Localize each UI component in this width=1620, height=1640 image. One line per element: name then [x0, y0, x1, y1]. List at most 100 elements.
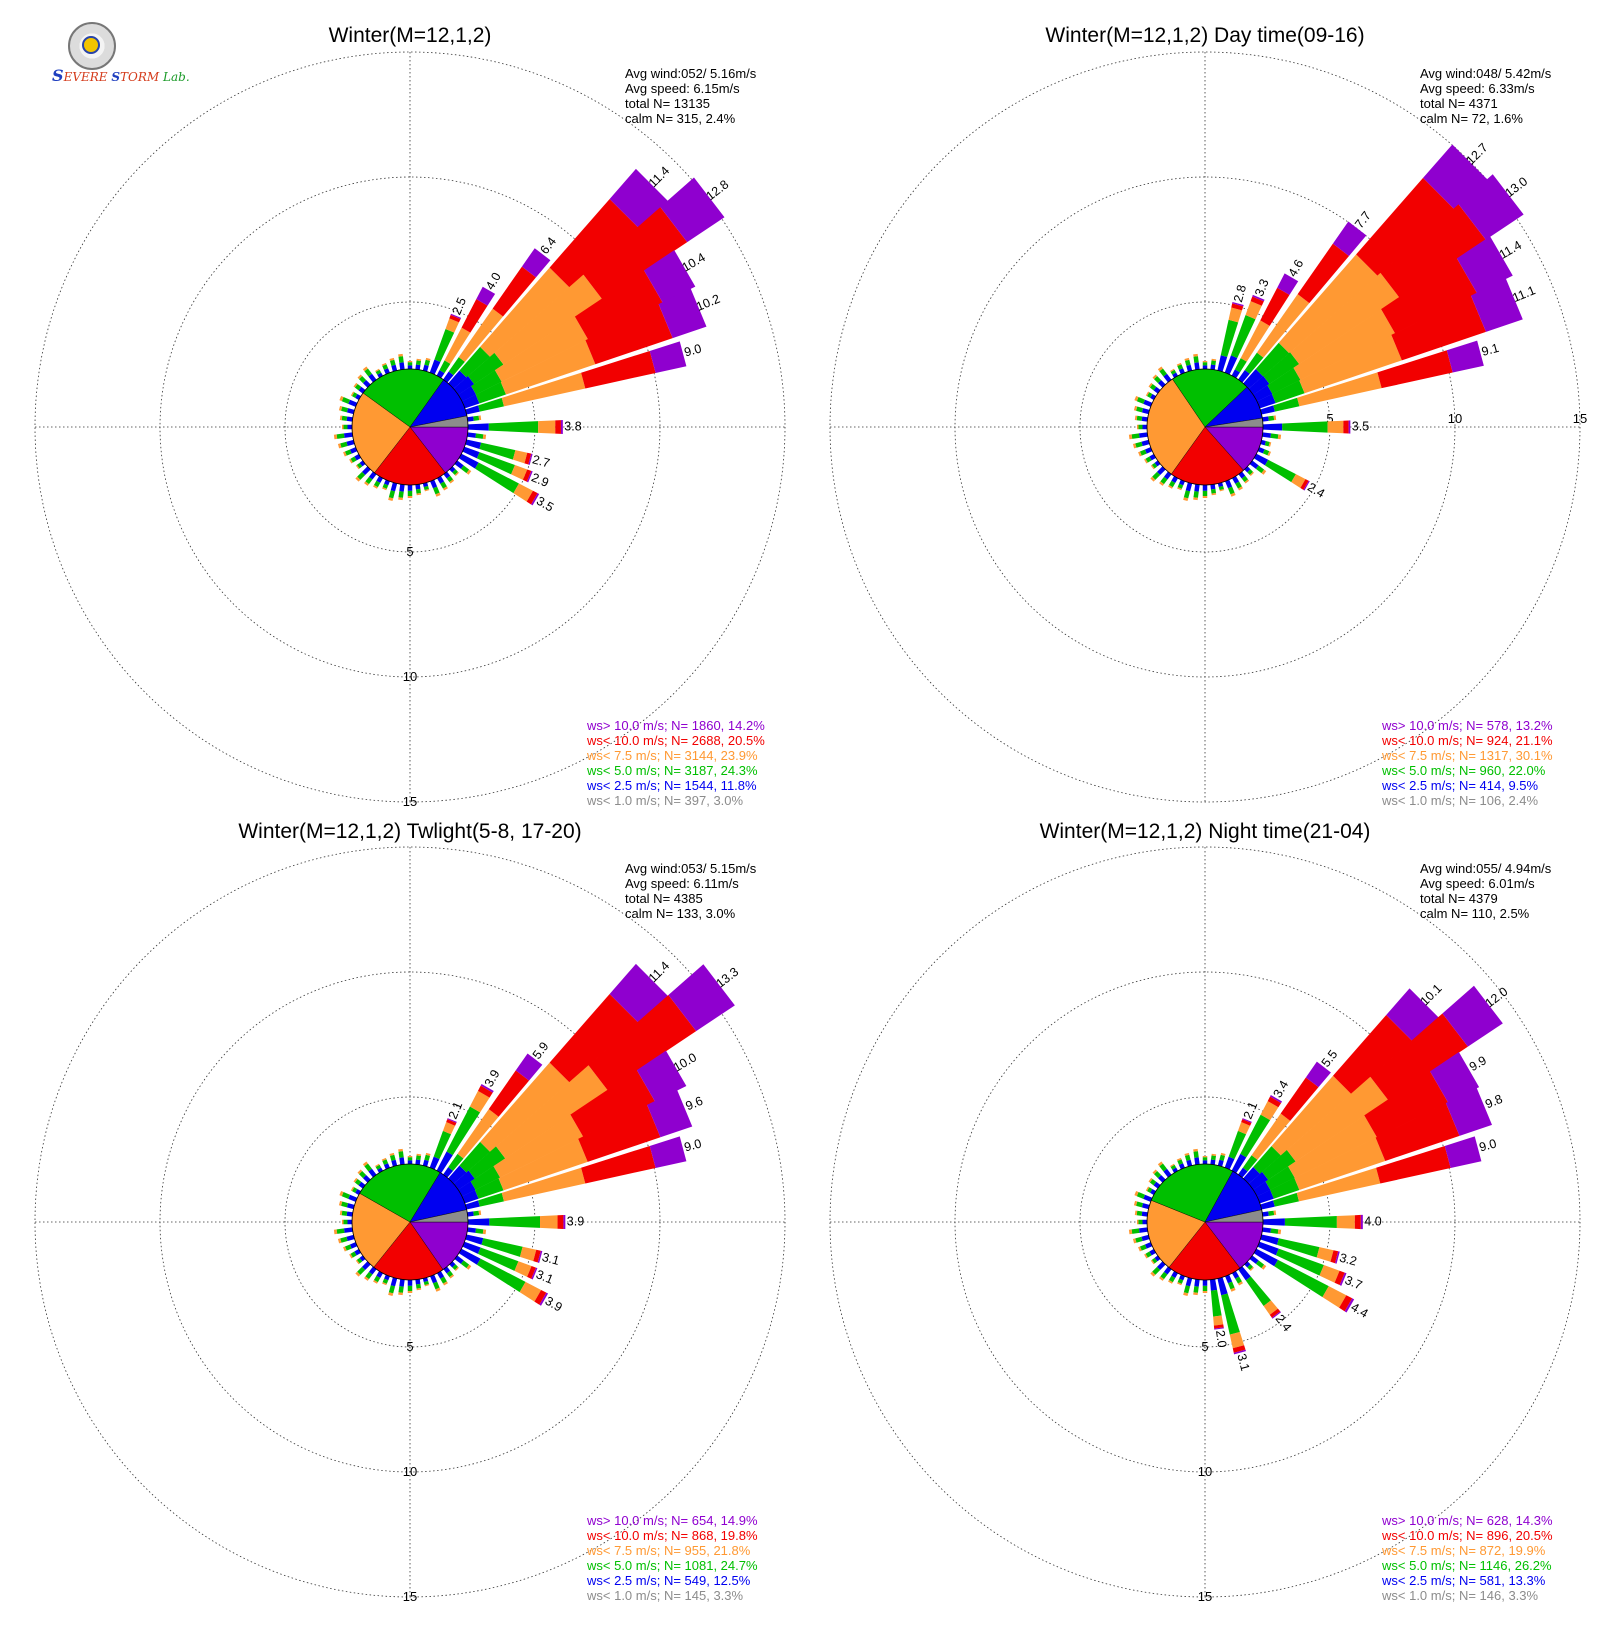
- minor-petal-segment: [1147, 392, 1153, 398]
- minor-petal-segment: [1136, 1210, 1143, 1216]
- minor-petal-segment: [1145, 456, 1152, 463]
- petal-165-segment: [1233, 1349, 1246, 1355]
- minor-petal-segment: [422, 482, 429, 488]
- minor-petal-segment: [354, 383, 362, 391]
- petal-60-segment: [471, 370, 502, 395]
- petal-112.5-segment: [511, 465, 528, 480]
- ring-label-10: 10: [403, 669, 417, 684]
- minor-petal-segment: [399, 1279, 405, 1287]
- minor-petal-segment: [1176, 1157, 1182, 1162]
- minor-petal-segment: [1132, 443, 1137, 449]
- minor-petal-segment: [437, 1271, 445, 1279]
- minor-petal-segment: [1148, 382, 1153, 388]
- petal-15-segment: [1232, 301, 1244, 307]
- petal-30-segment: [480, 1083, 494, 1093]
- petal-105-segment: [512, 450, 528, 464]
- minor-petal-segment: [1141, 1234, 1150, 1242]
- petal-37.5-segment: [1256, 294, 1310, 358]
- petal-67.5-segment: [1256, 393, 1276, 409]
- minor-petal-segment: [354, 1249, 361, 1256]
- petal-45-segment: [549, 198, 639, 288]
- petal-52.5-segment: [1380, 204, 1486, 298]
- minor-petal-segment: [382, 1278, 389, 1284]
- minor-petal-segment: [446, 1270, 454, 1278]
- minor-petal-segment: [1267, 451, 1271, 457]
- petal-75-segment: [501, 1167, 586, 1202]
- ring-15: [829, 51, 1581, 803]
- minor-petal-segment: [376, 1271, 383, 1279]
- minor-petal-segment: [341, 415, 348, 421]
- petal-120-segment: [526, 490, 538, 505]
- minor-petal-segment: [1238, 486, 1243, 491]
- minor-petal-segment: [1172, 372, 1178, 378]
- minor-petal-segment: [341, 1192, 351, 1199]
- minor-petal-segment: [1160, 476, 1168, 485]
- minor-petal-segment: [352, 1187, 358, 1193]
- petal-172.5-segment: [1213, 1315, 1224, 1326]
- minor-petal-segment: [415, 360, 421, 366]
- petal-45-segment: [1333, 1014, 1413, 1094]
- stats-line-2: total N= 4385: [625, 891, 703, 906]
- petal-45-segment: [1278, 254, 1378, 354]
- minor-petal-segment: [1217, 482, 1224, 488]
- petal-45-segment: [1271, 1075, 1352, 1156]
- minor-petal-segment: [356, 462, 363, 469]
- petal-label-15: 2.8: [1231, 283, 1249, 303]
- minor-petal-segment: [1244, 479, 1250, 484]
- petal-45-segment: [480, 1062, 570, 1152]
- minor-petal-segment: [1152, 1266, 1161, 1275]
- minor-petal-segment: [336, 433, 345, 439]
- petal-90-segment: [563, 1214, 566, 1230]
- petal-105-segment: [519, 1246, 537, 1262]
- minor-petal-segment: [1194, 1157, 1200, 1165]
- petal-60-segment: [1381, 258, 1477, 334]
- petal-label-60: 10.0: [671, 1050, 699, 1074]
- minor-petal-segment: [1151, 462, 1158, 469]
- petal-60-segment: [1430, 1052, 1480, 1103]
- minor-petal-segment: [460, 1260, 470, 1269]
- legend-entry-3: ws< 5.0 m/s; N= 1146, 26.2%: [1381, 1558, 1552, 1573]
- petal-52.5-segment: [494, 274, 603, 365]
- petal-112.5-segment: [522, 469, 532, 482]
- petal-label-90: 3.9: [567, 1214, 584, 1228]
- petal-37.5-segment: [1251, 1113, 1291, 1160]
- minor-petal-segment: [1153, 1170, 1162, 1179]
- minor-petal-segment: [388, 497, 394, 501]
- minor-petal-segment: [1135, 441, 1143, 448]
- minor-petal-segment: [1159, 1276, 1164, 1281]
- minor-petal-segment: [1131, 1228, 1140, 1234]
- minor-petal-segment: [350, 391, 355, 397]
- minor-petal-segment: [1193, 1151, 1199, 1158]
- minor-petal-segment: [1235, 1276, 1242, 1284]
- minor-petal-segment: [452, 1264, 459, 1271]
- minor-petal-segment: [1163, 1266, 1172, 1275]
- minor-petal-segment: [336, 1228, 345, 1234]
- minor-petal-segment: [1154, 1255, 1161, 1262]
- minor-petal-segment: [384, 479, 390, 486]
- petal-60-segment: [493, 1114, 584, 1178]
- minor-petal-segment: [350, 456, 357, 463]
- petal-90-segment: [1348, 420, 1351, 434]
- minor-petal-segment: [343, 432, 353, 438]
- minor-petal-segment: [1193, 356, 1199, 363]
- minor-petal-segment: [1159, 481, 1164, 486]
- minor-petal-segment: [391, 364, 398, 372]
- minor-petal-segment: [1132, 1238, 1137, 1244]
- minor-petal-segment: [349, 1253, 353, 1259]
- minor-petal-segment: [349, 1242, 358, 1249]
- stats-line-1: Avg speed: 6.11m/s: [625, 876, 739, 891]
- minor-petal-segment: [1220, 1152, 1226, 1156]
- petal-105-segment: [1260, 1234, 1279, 1245]
- petal-90-segment: [1360, 1214, 1363, 1230]
- minor-petal-segment: [375, 1163, 380, 1168]
- petal-60-segment: [1267, 367, 1301, 394]
- minor-petal-segment: [1183, 497, 1189, 501]
- petal-52.5-segment: [588, 994, 697, 1091]
- minor-petal-segment: [454, 460, 464, 469]
- petal-120-segment: [1291, 474, 1306, 488]
- petal-22.5-segment: [429, 1156, 440, 1170]
- petal-172.5-segment: [1209, 1279, 1218, 1291]
- petal-105-segment: [524, 452, 532, 465]
- minor-petal-segment: [1194, 362, 1200, 370]
